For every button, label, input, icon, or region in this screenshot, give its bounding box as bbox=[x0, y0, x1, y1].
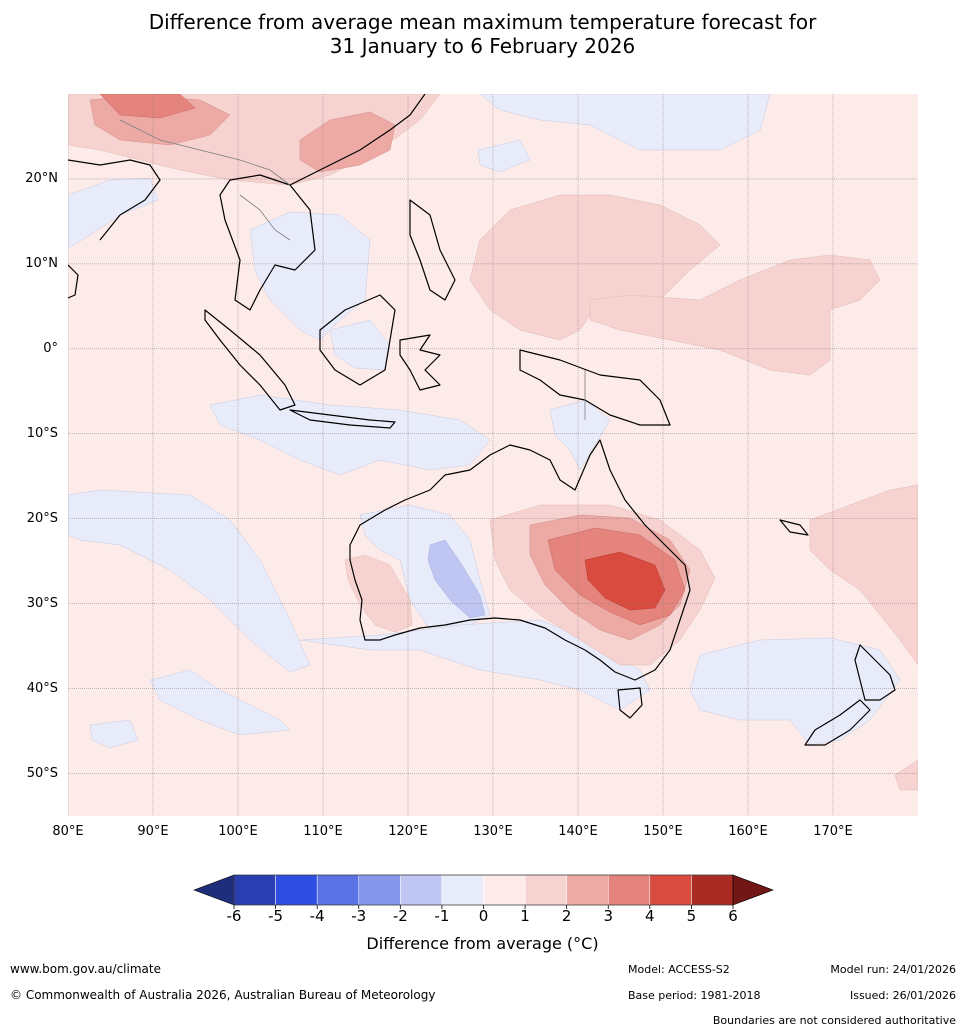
latitude-label: 0° bbox=[43, 340, 58, 356]
coastline-new-zealand-north bbox=[854, 644, 896, 701]
colorbar-bin bbox=[275, 874, 318, 906]
warm-region-tibet-core bbox=[99, 94, 196, 119]
coastline-india bbox=[68, 159, 161, 241]
longitude-label: 130°E bbox=[473, 824, 513, 839]
colorbar-tick-label: 4 bbox=[645, 907, 655, 925]
longitude-label: 160°E bbox=[728, 824, 768, 839]
colorbar-bin bbox=[691, 874, 734, 906]
latitude-label: 10°N bbox=[25, 255, 58, 271]
copyright-notice: © Commonwealth of Australia 2026, Austra… bbox=[10, 988, 436, 1002]
cool-region-north-pacific bbox=[479, 94, 771, 151]
hot-core-eastern-australia bbox=[584, 551, 666, 611]
colorbar-high-extension bbox=[732, 874, 774, 906]
longitude-label: 170°E bbox=[813, 824, 853, 839]
latitude-label: 40°S bbox=[26, 680, 58, 696]
latitude-label: 10°S bbox=[26, 425, 58, 441]
coastline-new-zealand-south bbox=[804, 699, 871, 746]
longitude-label: 110°E bbox=[303, 824, 343, 839]
longitude-label: 150°E bbox=[643, 824, 683, 839]
colorbar-bin bbox=[566, 874, 609, 906]
website-url: www.bom.gov.au/climate bbox=[10, 962, 161, 976]
colorbar-tick-label: -1 bbox=[434, 907, 450, 925]
coastline-indochina bbox=[219, 174, 316, 311]
coastline-china bbox=[289, 94, 426, 186]
latitude-label: 20°S bbox=[26, 510, 58, 526]
latitude-label: 20°N bbox=[25, 170, 58, 186]
base-period: Base period: 1981-2018 bbox=[628, 989, 761, 1002]
map-title: Difference from average mean maximum tem… bbox=[0, 10, 965, 58]
colorbar-bin bbox=[649, 874, 692, 906]
cool-region-philippine-sea bbox=[477, 139, 531, 173]
coastline-australia bbox=[349, 439, 691, 681]
coastline-borneo bbox=[319, 294, 396, 386]
model-run-date: Model run: 24/01/2026 bbox=[830, 963, 956, 976]
colorbar-tick-label: -6 bbox=[226, 907, 242, 925]
colorbar-bin bbox=[358, 874, 401, 906]
title-line-2: 31 January to 6 February 2026 bbox=[329, 34, 636, 58]
coastline-tasmania bbox=[617, 687, 643, 719]
issued-date: Issued: 26/01/2026 bbox=[849, 989, 956, 1002]
colorbar-bin bbox=[608, 874, 651, 906]
colorbar-tick-label: 1 bbox=[520, 907, 530, 925]
colorbar-tick-label: 0 bbox=[478, 907, 489, 925]
cool-region-arafura bbox=[549, 399, 611, 471]
cool-region-great-australian-bight bbox=[427, 539, 486, 619]
colorbar-tick-label: 3 bbox=[603, 907, 614, 925]
colorbar-bin bbox=[316, 874, 359, 906]
cool-region-tasman-sea bbox=[689, 637, 901, 746]
longitude-label: 140°E bbox=[558, 824, 598, 839]
cool-region-java-sea bbox=[209, 394, 491, 476]
longitude-label: 100°E bbox=[218, 824, 258, 839]
cool-region-south-west bbox=[89, 719, 139, 749]
colorbar-tick-label: 5 bbox=[686, 907, 697, 925]
border-indochina bbox=[239, 194, 291, 241]
title-line-1: Difference from average mean maximum tem… bbox=[148, 10, 817, 34]
coastline-vanuatu bbox=[779, 519, 809, 536]
colorbar-tick-label: -3 bbox=[351, 907, 367, 925]
coastline-philippines bbox=[409, 199, 456, 301]
latitude-label: 30°S bbox=[26, 595, 58, 611]
border-china bbox=[119, 119, 291, 186]
colorbar-bin bbox=[441, 874, 484, 906]
colorbar-bin bbox=[233, 874, 276, 906]
cool-region-bay-of-bengal bbox=[68, 177, 159, 249]
warm-region-central-pacific bbox=[589, 254, 881, 376]
longitude-label: 90°E bbox=[137, 824, 169, 839]
cool-region-southern-australia bbox=[299, 619, 651, 711]
warm-region-south-china-coast bbox=[299, 111, 396, 173]
boundaries-disclaimer: Boundaries are not considered authoritat… bbox=[712, 1014, 956, 1027]
coastline-new-guinea bbox=[519, 349, 671, 426]
coastline-java bbox=[289, 409, 396, 429]
colorbar-bin bbox=[524, 874, 567, 906]
cool-region-south-china-sea bbox=[249, 211, 371, 341]
latitude-label: 50°S bbox=[26, 765, 58, 781]
colorbar-tick-label: 6 bbox=[728, 907, 738, 925]
colorbar-tick-label: -2 bbox=[392, 907, 408, 925]
coastline-sumatra bbox=[204, 309, 296, 411]
coastline-sri-lanka bbox=[68, 264, 79, 299]
colorbar-bin bbox=[483, 874, 526, 906]
colorbar-tick-label: -5 bbox=[268, 907, 284, 925]
warm-region-south-pacific bbox=[809, 484, 918, 666]
model-name: Model: ACCESS-S2 bbox=[628, 963, 730, 976]
colorbar-tick-label: 2 bbox=[561, 907, 572, 925]
colorbar-title: Difference from average (°C) bbox=[366, 934, 599, 953]
warm-region-far-south-pacific bbox=[894, 759, 918, 791]
longitude-label: 80°E bbox=[52, 824, 84, 839]
colorbar-tick-label: -4 bbox=[309, 907, 325, 925]
coastline-sulawesi bbox=[399, 334, 441, 391]
warm-region-west-australia-coast bbox=[344, 554, 413, 633]
colorbar-low-extension bbox=[193, 874, 235, 906]
longitude-label: 120°E bbox=[388, 824, 428, 839]
colorbar-bin bbox=[400, 874, 443, 906]
cool-region-indian-ocean-south bbox=[149, 669, 291, 736]
cool-region-southern-indian-ocean bbox=[68, 489, 311, 673]
